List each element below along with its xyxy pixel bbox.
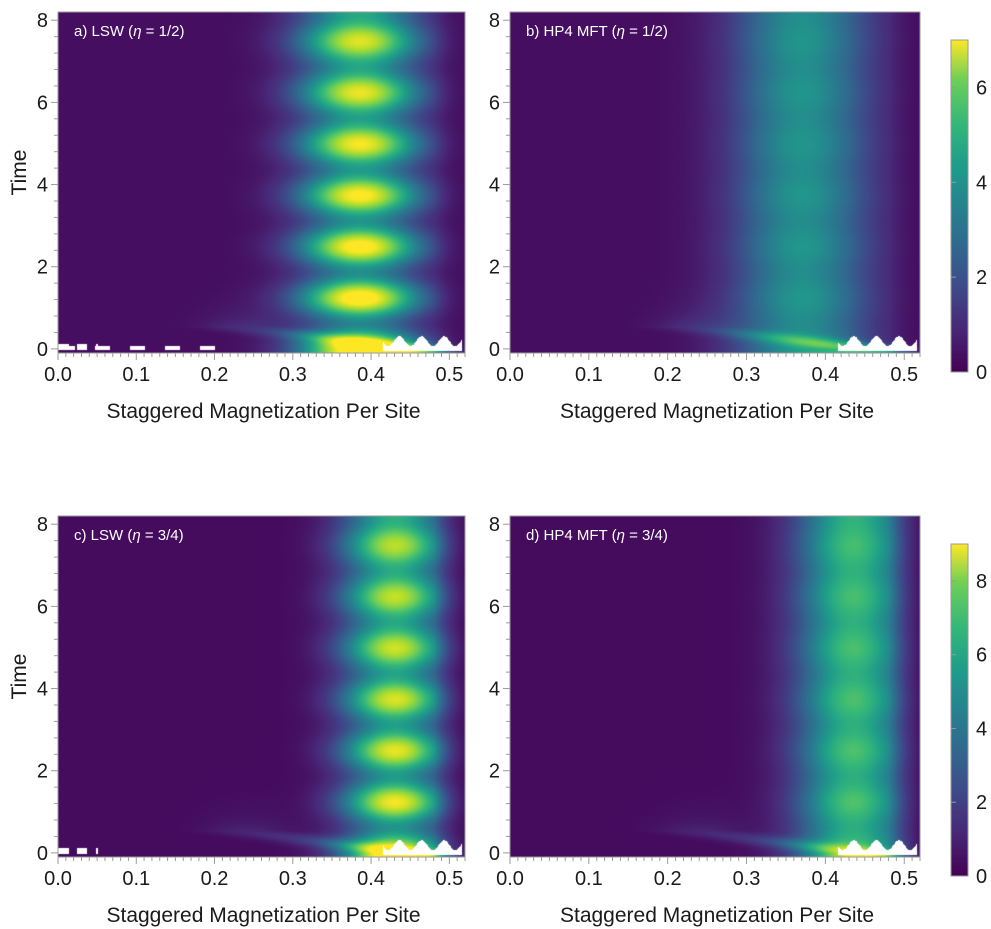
colorbar-tick-label: 4 xyxy=(976,172,987,194)
y-tick-label: 8 xyxy=(489,10,500,32)
x-tick-label: 0.0 xyxy=(496,868,524,890)
y-tick-label: 6 xyxy=(37,596,48,618)
y-tick-label: 2 xyxy=(489,257,500,279)
colorbar-2: 0 2 4 6 8 xyxy=(950,543,987,888)
colorbar-tick-label: 2 xyxy=(976,267,987,289)
y-tick-label: 4 xyxy=(37,679,48,701)
y-tick-label: 2 xyxy=(489,761,500,783)
y-tick-label: 8 xyxy=(37,514,48,536)
panel-title-symbol: η xyxy=(617,23,625,40)
x-tick-label: 0.2 xyxy=(201,868,229,890)
x-tick-label: 0.4 xyxy=(357,868,385,890)
x-tick-label: 0.4 xyxy=(811,364,839,386)
x-tick-label: 0.2 xyxy=(654,868,682,890)
heatmap-image xyxy=(58,516,465,857)
y-tick-label: 0 xyxy=(37,339,48,361)
colorbar-gradient xyxy=(950,39,969,373)
colorbar-tick-label: 0 xyxy=(976,362,987,384)
panel-title-symbol: η xyxy=(132,527,140,544)
colorbar-tick-label: 8 xyxy=(976,571,987,593)
y-axis-label: Time xyxy=(8,150,31,196)
y-tick-label: 0 xyxy=(37,843,48,865)
x-axis-label: Staggered Magnetization Per Site xyxy=(106,904,420,927)
x-tick-label: 0.3 xyxy=(733,868,761,890)
y-tick-label: 8 xyxy=(37,10,48,32)
y-tick-label: 6 xyxy=(37,92,48,114)
y-tick-label: 2 xyxy=(37,761,48,783)
x-tick-label: 0.0 xyxy=(44,868,72,890)
colorbar-tick-label: 2 xyxy=(976,792,987,814)
heatmap-image xyxy=(510,516,920,857)
colorbar-tick-label: 6 xyxy=(976,645,987,667)
heatmap-image xyxy=(510,12,920,353)
x-tick-label: 0.2 xyxy=(654,364,682,386)
x-tick-label: 0.1 xyxy=(122,868,150,890)
x-tick-label: 0.3 xyxy=(279,364,307,386)
y-tick-label: 0 xyxy=(489,843,500,865)
x-tick-label: 0.5 xyxy=(890,364,918,386)
panel-title-prefix: c) LSW ( xyxy=(74,527,132,544)
y-tick-label: 6 xyxy=(489,92,500,114)
x-tick-label: 0.4 xyxy=(357,364,385,386)
x-tick-label: 0.0 xyxy=(44,364,72,386)
panel-title-suffix: = 3/4) xyxy=(625,527,668,544)
panel-title-prefix: a) LSW ( xyxy=(74,23,133,40)
y-tick-label: 2 xyxy=(37,257,48,279)
panel-b: 0.0 0.1 0.2 0.3 0.4 0.5 0 2 4 6 8 Staggered Magneti… xyxy=(489,10,921,423)
x-tick-label: 0.2 xyxy=(201,364,229,386)
x-tick-label: 0.1 xyxy=(122,364,150,386)
panel-title: d) HP4 MFT (η = 3/4) xyxy=(526,527,668,544)
y-axis-label: Time xyxy=(8,654,31,700)
colorbar-1: 0 2 4 6 xyxy=(950,39,987,384)
panel-title-suffix: = 3/4) xyxy=(141,527,184,544)
panel-title: a) LSW (η = 1/2) xyxy=(74,23,184,40)
y-tick-label: 8 xyxy=(489,514,500,536)
x-tick-label: 0.3 xyxy=(279,868,307,890)
panel-c: 0.0 0.1 0.2 0.3 0.4 0.5 0 2 4 6 8 Staggered Magneti… xyxy=(8,514,466,927)
x-tick-label: 0.1 xyxy=(575,364,603,386)
panel-title: b) HP4 MFT (η = 1/2) xyxy=(526,23,668,40)
panel-title-prefix: d) HP4 MFT ( xyxy=(526,527,617,544)
x-tick-label: 0.3 xyxy=(733,364,761,386)
colorbar-tick-label: 4 xyxy=(976,718,987,740)
panel-title: c) LSW (η = 3/4) xyxy=(74,527,184,544)
y-tick-label: 4 xyxy=(489,175,500,197)
panel-title-symbol: η xyxy=(617,527,625,544)
x-axis-label: Staggered Magnetization Per Site xyxy=(560,904,874,927)
panel-title-symbol: η xyxy=(133,23,141,40)
colorbar-gradient xyxy=(950,543,969,877)
y-tick-label: 4 xyxy=(489,679,500,701)
colorbar-tick-label: 6 xyxy=(976,77,987,99)
x-tick-label: 0.5 xyxy=(890,868,918,890)
x-tick-label: 0.5 xyxy=(435,364,463,386)
x-tick-label: 0.4 xyxy=(811,868,839,890)
y-tick-label: 6 xyxy=(489,596,500,618)
x-tick-label: 0.5 xyxy=(435,868,463,890)
x-axis-label: Staggered Magnetization Per Site xyxy=(560,400,874,423)
x-axis-label: Staggered Magnetization Per Site xyxy=(106,400,420,423)
y-tick-label: 4 xyxy=(37,175,48,197)
panel-d: 0.0 0.1 0.2 0.3 0.4 0.5 0 2 4 6 8 Staggered Magneti… xyxy=(489,514,921,927)
panel-a: 0.0 0.1 0.2 0.3 0.4 0.5 0 2 4 6 8 Staggered Magneti… xyxy=(8,10,466,423)
heatmap-image xyxy=(58,12,465,353)
panel-title-suffix: = 1/2) xyxy=(625,23,668,40)
x-tick-label: 0.1 xyxy=(575,868,603,890)
colorbar-tick-label: 0 xyxy=(976,866,987,888)
y-tick-label: 0 xyxy=(489,339,500,361)
x-tick-label: 0.0 xyxy=(496,364,524,386)
panel-title-suffix: = 1/2) xyxy=(142,23,185,40)
panel-title-prefix: b) HP4 MFT ( xyxy=(526,23,617,40)
